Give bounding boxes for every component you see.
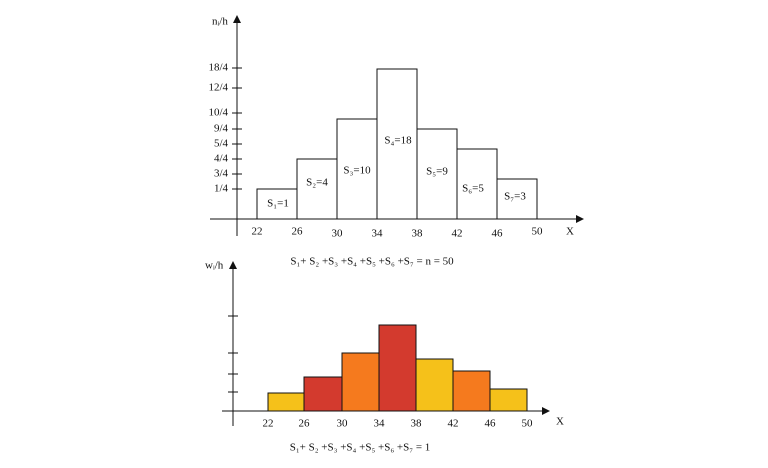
x-tick-label: 46	[485, 418, 497, 430]
x-axis-label: X	[556, 416, 564, 428]
bar	[376, 68, 418, 220]
bar-label: S₃=10	[343, 165, 371, 177]
bar-label: S₂=4	[306, 177, 328, 189]
bars: S₁=1 S₂=4 S₃=10 S₄=18 S₅=9 S₆=5 S₇=3	[256, 68, 538, 220]
x-tick-label: 46	[492, 228, 504, 240]
y-ticks: 1/4 3/4 4/4 5/4 9/4 10/4 12/4 18/4	[208, 62, 242, 195]
bars	[267, 324, 528, 412]
y-arrow	[229, 261, 237, 269]
x-tick-label: 22	[263, 418, 274, 430]
x-axis-label: X	[566, 226, 574, 238]
bottom-histogram: wᵢ/h X 22 26 30 34 38 42 46 50 S₁+ S₂ +S…	[205, 260, 564, 454]
bar	[415, 358, 454, 412]
x-arrow	[576, 215, 584, 223]
y-tick-label: 1/4	[214, 183, 229, 195]
x-ticks: 22 26 30 34 38 42 46 50	[263, 418, 534, 430]
x-arrow	[542, 407, 550, 415]
y-axis-label: nᵢ/h	[212, 16, 228, 28]
x-tick-label: 22	[252, 226, 263, 238]
bar	[256, 188, 298, 220]
x-tick-label: 26	[299, 418, 311, 430]
bar	[336, 118, 378, 220]
y-tick-label: 10/4	[208, 107, 228, 119]
x-tick-label: 42	[452, 228, 463, 240]
y-tick-label: 5/4	[214, 138, 229, 150]
bar-label: S₄=18	[384, 135, 412, 147]
bar	[456, 148, 498, 220]
bar	[303, 376, 343, 412]
bar-label: S₅=9	[426, 166, 448, 178]
x-tick-label: 30	[332, 228, 344, 240]
y-arrow	[233, 15, 241, 23]
equation: S₁+ S₂ +S₃ +S₄ +S₅ +S₆ +S₇ = n = 50	[290, 256, 454, 268]
x-tick-label: 26	[292, 226, 304, 238]
x-tick-label: 38	[411, 418, 423, 430]
bar	[416, 128, 458, 220]
x-tick-label: 42	[448, 418, 459, 430]
y-tick-label: 18/4	[208, 62, 228, 74]
y-tick-label: 4/4	[214, 153, 229, 165]
x-tick-label: 34	[372, 228, 384, 240]
bar	[489, 388, 528, 412]
y-tick-label: 12/4	[208, 82, 228, 94]
x-tick-label: 50	[522, 418, 534, 430]
bar	[341, 352, 380, 412]
equation: S₁+ S₂ +S₃ +S₄ +S₅ +S₆ +S₇ = 1	[290, 442, 431, 454]
bar-label: S₁=1	[267, 198, 289, 210]
bar	[296, 158, 338, 220]
y-tick-label: 3/4	[214, 168, 229, 180]
top-histogram: nᵢ/h X 1/4 3/4 4/4 5/4 9/4 10/4 12/4 18/…	[208, 15, 584, 268]
bar-label: S₇=3	[504, 191, 526, 203]
y-axis-label: wᵢ/h	[205, 260, 224, 272]
bar	[378, 324, 417, 412]
bar	[267, 392, 305, 412]
bar	[496, 178, 538, 220]
bar	[452, 370, 491, 412]
x-ticks: 22 26 30 34 38 42 46 50	[252, 226, 544, 240]
x-tick-label: 34	[374, 418, 386, 430]
x-tick-label: 30	[337, 418, 349, 430]
bar-label: S₆=5	[462, 183, 484, 195]
y-tick-label: 9/4	[214, 123, 229, 135]
x-tick-label: 38	[412, 228, 424, 240]
x-tick-label: 50	[532, 226, 544, 238]
